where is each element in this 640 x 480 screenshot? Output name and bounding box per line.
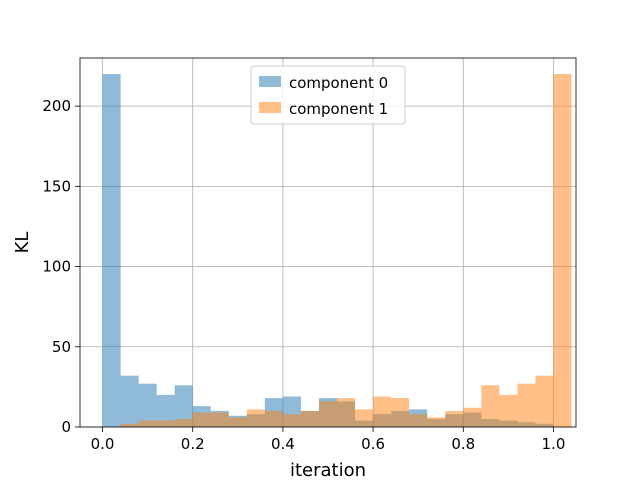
bar-series1 [499, 394, 518, 427]
bar-series1 [553, 74, 572, 427]
y-axis-label: KL [12, 232, 33, 254]
legend: component 0 component 1 [250, 65, 406, 125]
bars [102, 74, 572, 427]
bar-series0 [102, 74, 121, 427]
y-tick-label: 100 [42, 258, 71, 276]
x-axis-label: iteration [290, 460, 366, 480]
y-tick-label: 200 [42, 97, 71, 115]
legend-label: component 0 [289, 74, 388, 92]
x-tick-label: 0.6 [361, 435, 385, 453]
bar-series1 [409, 414, 428, 427]
bar-series1 [120, 423, 139, 427]
bar-series1 [282, 414, 301, 427]
x-tick-label: 0.0 [91, 435, 115, 453]
legend-swatch [259, 102, 281, 113]
legend-label: component 1 [289, 100, 388, 118]
bar-series1 [300, 410, 319, 427]
legend-box [250, 65, 406, 125]
bar-series0 [138, 383, 157, 427]
legend-swatch [259, 76, 281, 87]
y-tick-label: 50 [52, 338, 71, 356]
y-tick-label: 150 [42, 177, 71, 195]
x-tick-label: 1.0 [542, 435, 566, 453]
ticks: 0.0 0.2 0.4 0.6 0.8 1.0 0 50 100 150 200 [42, 97, 565, 453]
bar-series1 [174, 418, 193, 427]
bar-series1 [156, 420, 175, 427]
bar-series1 [228, 417, 247, 427]
bar-series1 [264, 410, 283, 427]
axes [79, 57, 577, 428]
bar-series1 [337, 398, 356, 427]
bar-series1 [427, 417, 446, 427]
plot-frame [79, 57, 577, 428]
bar-series1 [463, 407, 482, 427]
bar-series1 [318, 401, 338, 427]
bar-series1 [445, 410, 464, 427]
y-tick-label: 0 [61, 418, 71, 436]
bar-series1 [373, 396, 392, 427]
bar-series1 [192, 412, 211, 427]
bar-series1 [517, 383, 536, 427]
bar-series1 [355, 409, 374, 427]
bar-series1 [391, 398, 410, 427]
bar-series1 [210, 412, 229, 427]
x-tick-label: 0.8 [451, 435, 475, 453]
bar-series1 [246, 409, 265, 427]
bar-series1 [481, 385, 500, 427]
bar-series0 [120, 375, 139, 427]
bar-series0 [156, 394, 175, 427]
x-tick-label: 0.2 [181, 435, 205, 453]
bar-series1 [535, 375, 554, 427]
bar-series1 [138, 420, 157, 427]
x-tick-label: 0.4 [271, 435, 295, 453]
bar-series0 [174, 385, 193, 427]
